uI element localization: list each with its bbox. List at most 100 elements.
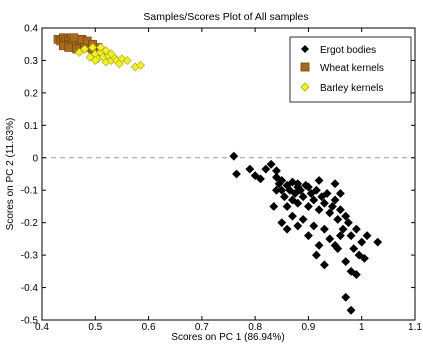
point-barley-kernels — [106, 49, 116, 59]
y-axis-label: Scores on PC 2 (11.63%) — [5, 118, 16, 231]
point-ergot-bodies — [325, 208, 335, 218]
point-ergot-bodies — [319, 198, 329, 208]
point-ergot-bodies — [335, 205, 345, 215]
point-ergot-bodies — [314, 176, 324, 185]
point-wheat-kernels — [69, 33, 79, 43]
legend-box — [289, 36, 412, 103]
point-ergot-bodies — [338, 224, 348, 234]
legend-marker-barley — [300, 82, 310, 92]
point-barley-kernels — [136, 60, 146, 70]
point-ergot-bodies — [351, 270, 361, 280]
point-ergot-bodies — [288, 211, 297, 221]
x-tick-label: 0.4 — [35, 322, 49, 333]
point-ergot-bodies — [245, 164, 255, 174]
point-ergot-bodies — [341, 257, 351, 267]
point-ergot-bodies — [290, 189, 300, 198]
x-tick-label: 0.8 — [248, 322, 262, 333]
y-tick-label: 0 — [32, 153, 38, 164]
point-ergot-bodies — [256, 174, 265, 184]
legend-label-barley: Barley kernels — [320, 83, 383, 94]
point-barley-kernels — [74, 47, 84, 57]
x-tick-label: 0.9 — [301, 322, 315, 333]
point-barley-kernels — [88, 43, 98, 52]
point-barley-kernels — [101, 46, 111, 56]
chart-title: Samples/Scores Plot of All samples — [143, 11, 308, 23]
point-ergot-bodies — [330, 179, 340, 189]
point-ergot-bodies — [346, 266, 356, 276]
point-ergot-bodies — [277, 176, 287, 185]
x-tick-label: 1 — [359, 322, 365, 333]
x-axis-ticks: 0.4 0.5 0.6 0.7 0.8 0.9 1 1.1 — [35, 28, 422, 333]
point-ergot-bodies — [359, 253, 369, 263]
point-ergot-bodies — [346, 231, 356, 241]
point-ergot-bodies — [269, 202, 279, 211]
point-ergot-bodies — [349, 244, 359, 254]
point-ergot-bodies — [343, 218, 353, 228]
point-ergot-bodies — [298, 214, 308, 224]
point-barley-kernels — [80, 44, 90, 54]
point-ergot-bodies — [266, 159, 276, 169]
point-ergot-bodies — [304, 182, 313, 192]
y-axis-ticks: -0.5 -0.4 -0.3 -0.2 -0.1 0 0.1 0.2 0.3 0.4 — [21, 24, 415, 327]
legend-marker-ergot — [301, 45, 309, 53]
point-ergot-bodies — [304, 231, 313, 241]
legend-label-ergot: Ergot bodies — [320, 45, 376, 56]
y-tick-label: -0.3 — [21, 251, 39, 262]
legend-label-wheat: Wheat kernels — [320, 63, 384, 74]
y-tick-label: -0.2 — [21, 218, 39, 229]
point-ergot-bodies — [335, 189, 345, 198]
y-tick-label: 0.1 — [24, 121, 38, 132]
point-ergot-bodies — [341, 211, 351, 221]
point-ergot-bodies — [335, 231, 345, 241]
point-ergot-bodies — [319, 260, 329, 270]
point-barley-kernels — [96, 43, 106, 52]
point-ergot-bodies — [354, 250, 364, 260]
y-tick-label: 0.3 — [24, 56, 38, 67]
point-ergot-bodies — [261, 164, 271, 174]
point-ergot-bodies — [282, 202, 292, 211]
point-ergot-bodies — [362, 231, 372, 241]
x-tick-label: 1.1 — [408, 322, 422, 333]
point-barley-kernels — [122, 56, 132, 65]
point-ergot-bodies — [272, 185, 281, 195]
point-wheat-kernels — [64, 43, 73, 52]
legend-item-barley: Barley kernels — [300, 82, 383, 94]
legend: Ergot bodies Wheat kernels Barley kernel… — [289, 36, 412, 103]
point-barley-kernels — [90, 56, 100, 65]
legend-item-ergot: Ergot bodies — [301, 45, 376, 56]
y-tick-label: -0.4 — [21, 283, 39, 294]
point-ergot-bodies — [293, 182, 303, 192]
point-ergot-bodies — [250, 171, 260, 181]
point-ergot-bodies — [351, 224, 361, 234]
point-ergot-bodies — [309, 221, 319, 231]
point-ergot-bodies — [298, 192, 308, 202]
y-tick-label: -0.5 — [21, 316, 39, 327]
point-ergot-bodies — [357, 237, 367, 247]
x-tick-label: 0.6 — [142, 322, 156, 333]
point-ergot-bodies — [277, 218, 287, 228]
point-ergot-bodies — [288, 195, 297, 205]
point-barley-kernels — [85, 52, 95, 62]
x-axis-label: Scores on PC 1 (86.94%) — [171, 332, 284, 343]
point-ergot-bodies — [311, 250, 321, 260]
point-ergot-bodies — [232, 169, 241, 179]
point-ergot-bodies — [293, 198, 303, 208]
point-ergot-bodies — [330, 195, 340, 205]
x-tick-label: 0.7 — [195, 322, 209, 333]
point-ergot-bodies — [319, 224, 329, 234]
axes-frame — [41, 27, 416, 321]
point-ergot-bodies — [333, 244, 343, 254]
legend-item-wheat: Wheat kernels — [300, 62, 384, 74]
point-ergot-bodies — [229, 151, 239, 161]
point-ergot-bodies — [282, 224, 292, 234]
point-ergot-bodies — [373, 237, 383, 247]
point-ergot-bodies — [309, 195, 319, 205]
point-ergot-bodies — [346, 305, 356, 315]
point-ergot-bodies — [322, 189, 332, 198]
point-ergot-bodies — [285, 185, 295, 195]
point-ergot-bodies — [304, 202, 313, 211]
point-ergot-bodies — [341, 292, 351, 302]
y-tick-label: -0.1 — [21, 186, 39, 197]
